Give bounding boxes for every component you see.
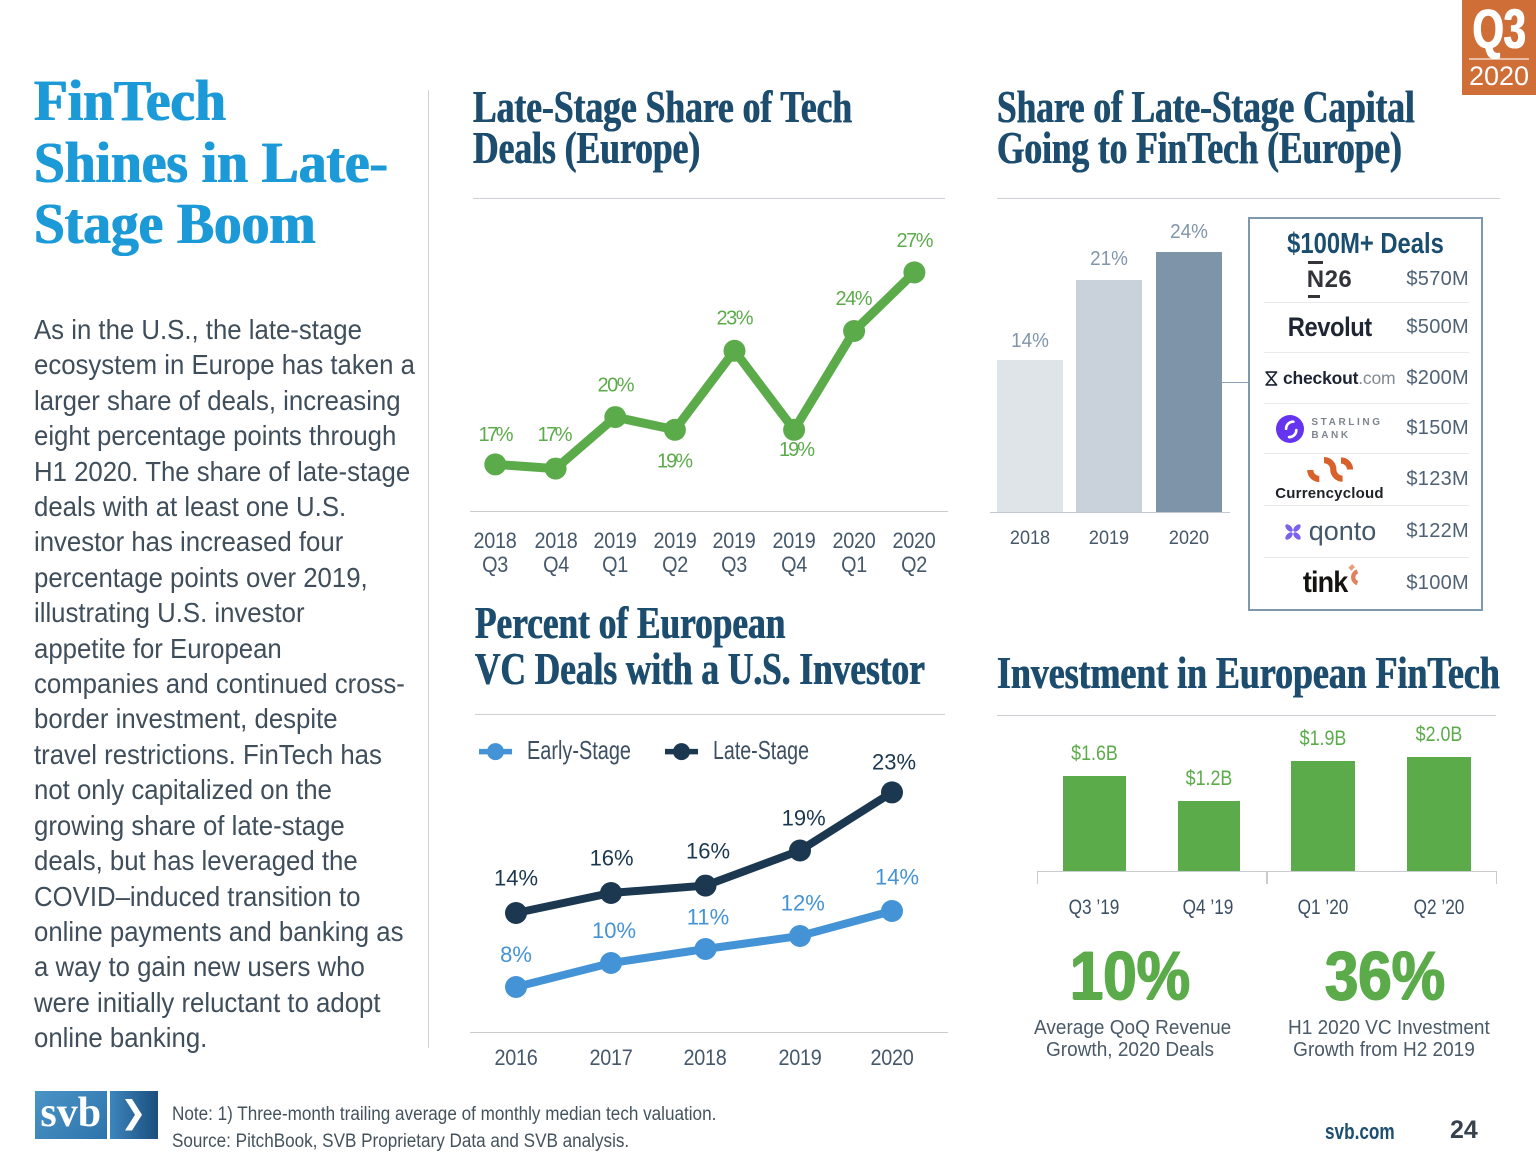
svg-text:19%: 19% [779,439,815,461]
svg-text:16%: 16% [590,846,634,871]
svg-text:10%: 10% [592,918,636,943]
svg-text:19%: 19% [657,451,693,473]
svg-text:16%: 16% [686,839,730,864]
svg-text:11%: 11% [687,905,729,930]
svg-text:14%: 14% [875,865,919,890]
svg-text:20%: 20% [598,375,635,397]
svg-text:Late-Stage: Late-Stage [713,735,809,765]
svg-text:12%: 12% [781,891,825,916]
svg-text:24%: 24% [836,288,873,310]
svg-text:8%: 8% [500,942,532,967]
svg-text:27%: 27% [897,230,934,252]
svg-text:23%: 23% [717,308,754,330]
svg-text:23%: 23% [872,749,916,774]
svg-text:17%: 17% [538,424,573,446]
svg-text:Early-Stage: Early-Stage [527,735,631,765]
svg-text:17%: 17% [479,424,514,446]
svg-text:19%: 19% [782,806,826,831]
svg-text:14%: 14% [494,866,538,891]
